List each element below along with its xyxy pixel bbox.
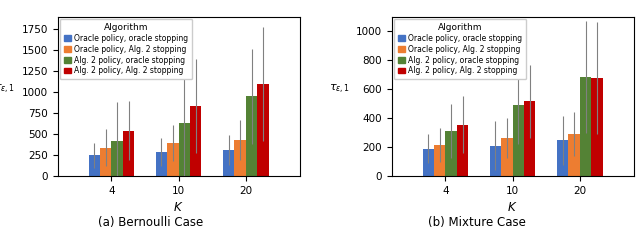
- Bar: [234, 140, 246, 176]
- Legend: Oracle policy, oracle stopping, Oracle policy, Alg. 2 stopping, Alg. 2 policy, o: Oracle policy, oracle stopping, Oracle p…: [394, 19, 526, 79]
- X-axis label: $K$: $K$: [173, 201, 184, 214]
- Bar: [457, 125, 468, 176]
- Bar: [557, 140, 568, 176]
- Bar: [246, 96, 257, 176]
- Bar: [179, 123, 190, 176]
- Bar: [591, 78, 603, 176]
- X-axis label: $K$: $K$: [508, 201, 518, 214]
- Bar: [434, 145, 445, 176]
- Bar: [88, 155, 100, 176]
- Bar: [257, 84, 269, 176]
- Bar: [167, 143, 179, 176]
- Bar: [490, 146, 501, 176]
- Bar: [445, 131, 457, 176]
- Bar: [111, 141, 123, 176]
- Bar: [100, 148, 111, 176]
- Text: (a) Bernoulli Case: (a) Bernoulli Case: [98, 216, 203, 229]
- Bar: [580, 77, 591, 176]
- Y-axis label: $\tau_{\epsilon,1}$: $\tau_{\epsilon,1}$: [0, 83, 15, 96]
- Bar: [568, 134, 580, 176]
- Bar: [524, 101, 536, 176]
- Y-axis label: $\tau_{\epsilon,1}$: $\tau_{\epsilon,1}$: [328, 83, 349, 96]
- Text: (b) Mixture Case: (b) Mixture Case: [428, 216, 525, 229]
- Bar: [422, 149, 434, 176]
- Bar: [513, 105, 524, 176]
- Bar: [223, 150, 234, 176]
- Bar: [501, 138, 513, 176]
- Bar: [156, 152, 167, 176]
- Legend: Oracle policy, oracle stopping, Oracle policy, Alg. 2 stopping, Alg. 2 policy, o: Oracle policy, oracle stopping, Oracle p…: [60, 19, 193, 79]
- Bar: [123, 131, 134, 176]
- Bar: [190, 106, 202, 176]
